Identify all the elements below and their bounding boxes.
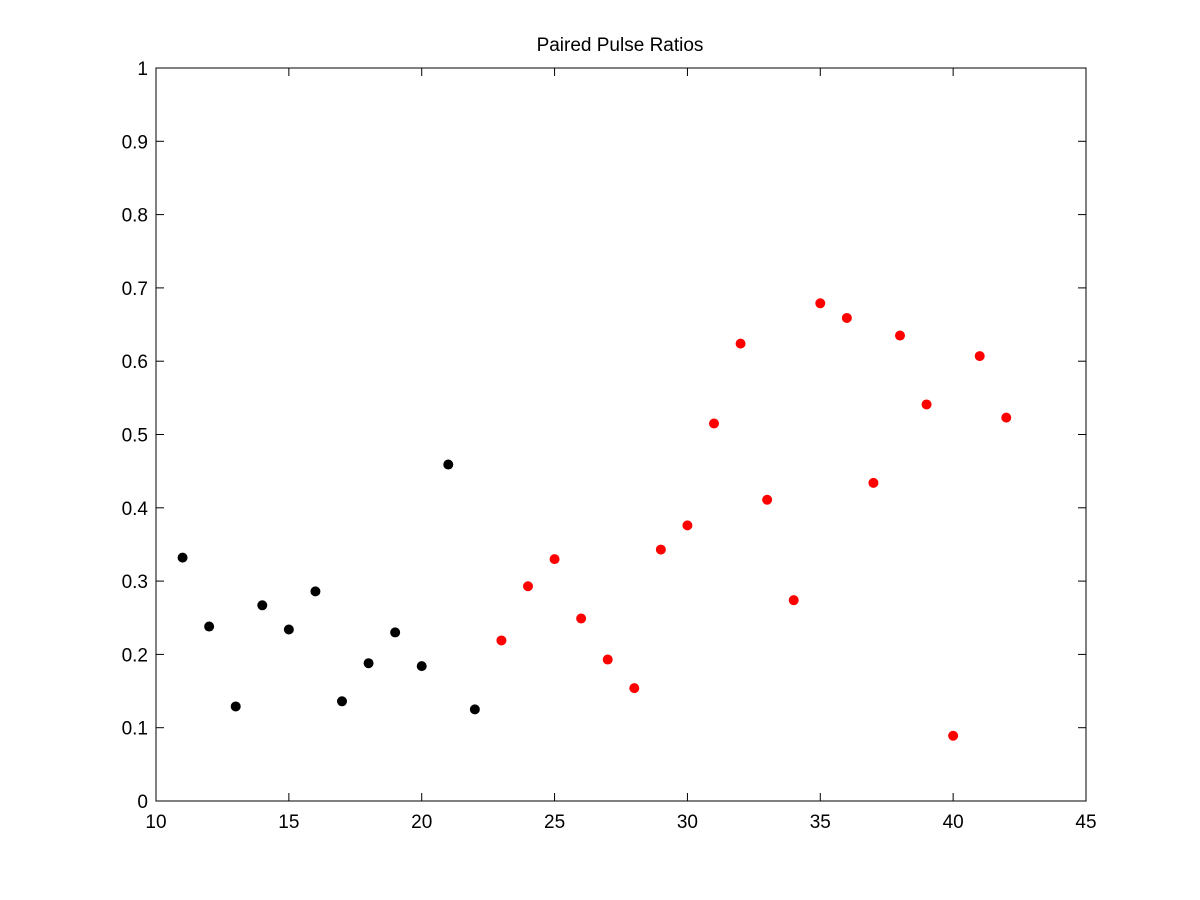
y-tick-label: 0.7 [122,279,148,300]
data-point [310,586,321,597]
data-point [629,683,640,694]
data-points [177,298,1012,741]
y-tick-label: 0.9 [122,132,148,153]
data-point [549,554,560,565]
data-point [337,696,347,707]
data-point [841,312,852,323]
x-tick-label: 30 [677,812,698,833]
x-tick-label: 45 [1075,812,1096,833]
data-point [204,621,215,632]
x-tick-label: 35 [810,812,831,833]
data-point [895,330,905,341]
data-point [921,399,932,410]
data-point [523,581,533,592]
data-point [416,661,427,672]
y-tick-label: 0.5 [122,426,148,447]
data-point [230,701,241,712]
y-tick-label: 1 [137,59,148,80]
data-point [682,520,693,531]
y-tick-label: 0.4 [122,499,149,520]
x-tick-label: 15 [278,812,299,833]
x-tick-label: 20 [411,812,432,833]
data-point [443,459,454,470]
data-point [815,298,826,309]
data-point [496,635,507,646]
chart-title: Paired Pulse Ratios [537,35,704,56]
y-tick-label: 0.8 [122,206,148,227]
y-tick-label: 0.1 [122,719,148,740]
data-point [709,418,719,429]
data-point [576,613,587,624]
x-tick-label: 10 [145,812,166,833]
data-point [974,351,985,362]
data-point [655,544,666,555]
data-point [735,338,746,349]
data-point [283,624,294,635]
x-tick-label: 25 [544,812,565,833]
data-point [948,730,959,741]
x-tick-label: 40 [943,812,964,833]
data-point [602,654,613,665]
data-point [868,477,879,488]
data-point [177,552,188,563]
data-point [788,595,799,606]
data-point [469,704,480,715]
data-point [363,658,374,669]
y-tick-label: 0.6 [122,352,148,373]
data-point [257,600,268,611]
y-tick-label: 0.3 [122,572,148,593]
y-tick-label: 0.2 [122,645,148,666]
axis-ticks: 10 15 20 25 30 35 40 45 0 0.1 0.2 0.3 0.4 0.5 0.6 0.7 0.… [122,59,1097,833]
data-point [762,494,773,505]
y-tick-label: 0 [137,792,148,813]
data-point [390,627,401,638]
data-point [1001,412,1012,423]
plot-area [155,67,1087,802]
